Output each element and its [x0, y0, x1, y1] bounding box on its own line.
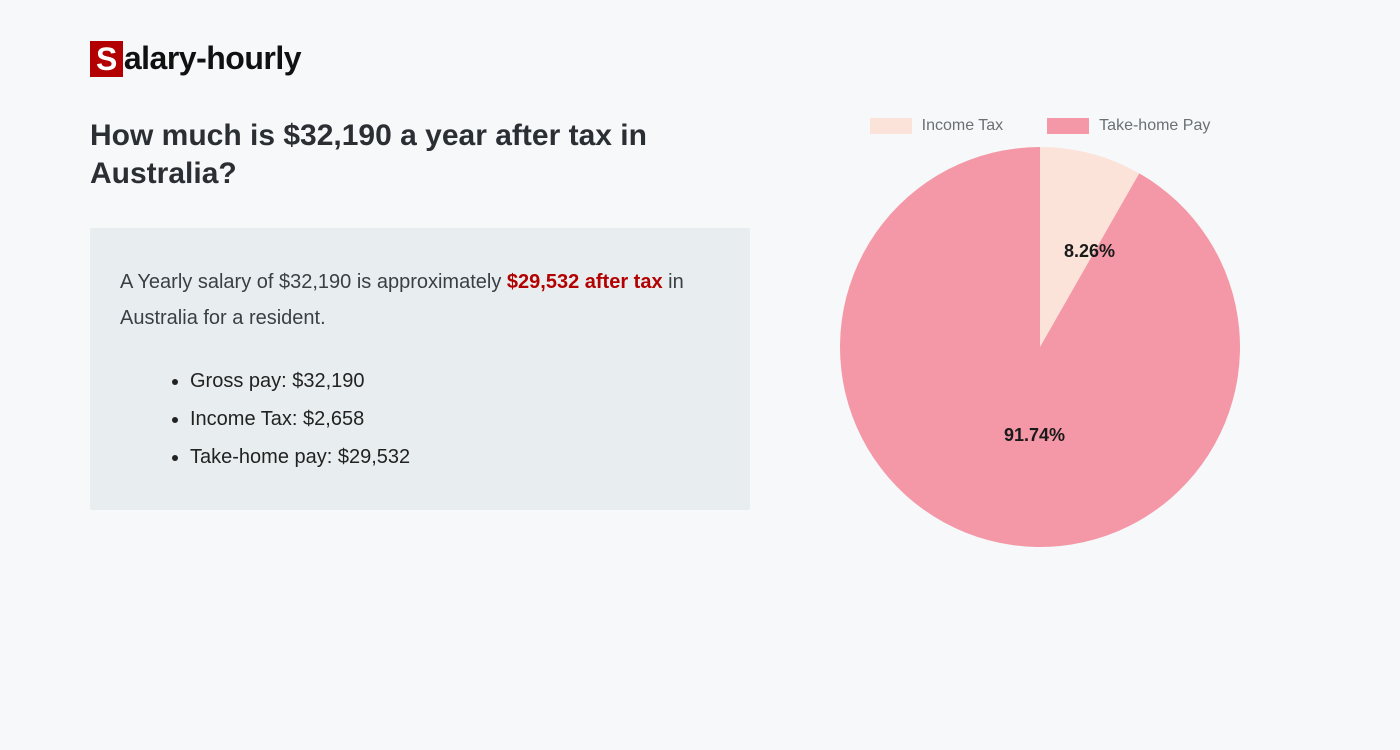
legend-swatch — [1047, 118, 1089, 134]
summary-highlight: $29,532 after tax — [507, 271, 663, 293]
logo-text: alary-hourly — [124, 40, 301, 77]
summary-prefix: A Yearly salary of $32,190 is approximat… — [120, 271, 507, 293]
list-item: Take-home pay: $29,532 — [190, 438, 720, 476]
legend-item-take-home: Take-home Pay — [1047, 117, 1210, 135]
pie-svg — [840, 147, 1240, 547]
legend-label: Income Tax — [922, 117, 1004, 135]
slice-label-take-home: 91.74% — [1004, 425, 1065, 446]
legend-label: Take-home Pay — [1099, 117, 1210, 135]
summary-list: Gross pay: $32,190 Income Tax: $2,658 Ta… — [120, 362, 720, 476]
summary-sentence: A Yearly salary of $32,190 is approximat… — [120, 264, 720, 336]
slice-label-income-tax: 8.26% — [1064, 241, 1115, 262]
list-item: Gross pay: $32,190 — [190, 362, 720, 400]
page-title: How much is $32,190 a year after tax in … — [90, 117, 750, 192]
logo-badge: S — [90, 41, 123, 77]
legend-swatch — [870, 118, 912, 134]
summary-box: A Yearly salary of $32,190 is approximat… — [90, 228, 750, 510]
legend-item-income-tax: Income Tax — [870, 117, 1004, 135]
pie-chart: 8.26% 91.74% — [840, 147, 1240, 547]
site-logo: Salary-hourly — [90, 40, 1310, 77]
list-item: Income Tax: $2,658 — [190, 400, 720, 438]
chart-legend: Income Tax Take-home Pay — [830, 117, 1250, 135]
